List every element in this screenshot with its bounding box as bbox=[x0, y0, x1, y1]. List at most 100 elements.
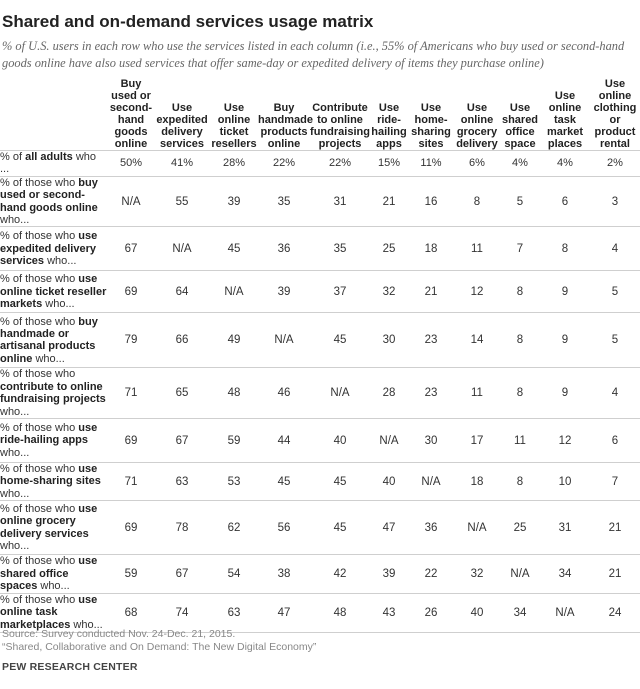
table-cell: 9 bbox=[540, 367, 590, 420]
totals-cell: 6% bbox=[454, 150, 500, 177]
row-label: % of those who use shared office spaces … bbox=[0, 554, 108, 594]
row-label-post: who... bbox=[42, 298, 75, 311]
totals-label-pre: % of bbox=[0, 151, 26, 163]
table-cell: 22 bbox=[408, 554, 454, 594]
row-label-pre: % of those who bbox=[0, 273, 79, 286]
row-label-bold: use home-sharing sites bbox=[0, 463, 101, 488]
table-cell: 18 bbox=[408, 226, 454, 272]
table-cell: 62 bbox=[210, 500, 258, 556]
table-cell: 45 bbox=[310, 462, 370, 502]
table-cell: N/A bbox=[258, 312, 310, 369]
table-cell: 9 bbox=[540, 270, 590, 314]
table-cell: 45 bbox=[210, 226, 258, 272]
column-header: Contribute to online fundraising project… bbox=[310, 102, 370, 150]
row-label-bold: contribute to online fundraising project… bbox=[0, 380, 106, 406]
totals-cell: 50% bbox=[108, 150, 154, 177]
table-cell: 46 bbox=[258, 367, 310, 420]
table-cell: 35 bbox=[258, 176, 310, 228]
table-row: % of those who use shared office spaces … bbox=[0, 554, 640, 594]
table-cell: N/A bbox=[108, 176, 154, 228]
totals-cell: 2% bbox=[590, 150, 640, 177]
totals-cell: 41% bbox=[154, 150, 210, 177]
totals-label-bold: all adults bbox=[25, 151, 73, 163]
table-cell: 11 bbox=[454, 226, 500, 272]
totals-label-post: who ... bbox=[0, 151, 97, 176]
table-cell: 26 bbox=[408, 593, 454, 633]
table-cell: 39 bbox=[258, 270, 310, 314]
row-label-pre: % of those who bbox=[0, 421, 79, 434]
table-cell: 64 bbox=[154, 270, 210, 314]
column-header: Buy handmade products online bbox=[258, 102, 314, 150]
table-cell: 53 bbox=[210, 462, 258, 502]
row-label: % of those who use home-sharing sites wh… bbox=[0, 462, 108, 502]
table-row: % of those who contribute to online fund… bbox=[0, 367, 640, 420]
report-title-line: “Shared, Collaborative and On Demand: Th… bbox=[2, 641, 317, 653]
usage-matrix-table: Buy used or second-hand goods online Use… bbox=[0, 78, 640, 633]
table-cell: 40 bbox=[370, 462, 408, 502]
table-cell: 30 bbox=[370, 312, 408, 369]
table-cell: 47 bbox=[370, 500, 408, 556]
table-cell: N/A bbox=[500, 554, 540, 594]
table-cell: N/A bbox=[370, 418, 408, 464]
table-cell: 71 bbox=[108, 367, 154, 420]
chart-title: Shared and on-demand services usage matr… bbox=[2, 12, 374, 31]
table-cell: 31 bbox=[310, 176, 370, 228]
row-label: % of those who use expedited delivery se… bbox=[0, 226, 108, 272]
totals-cell: 28% bbox=[210, 150, 258, 177]
table-row: % of those who buy used or second-hand g… bbox=[0, 176, 640, 228]
totals-row: % of all adults who ... 50% 41% 28% 22% … bbox=[0, 150, 640, 177]
table-cell: 40 bbox=[454, 593, 500, 633]
table-cell: 74 bbox=[154, 593, 210, 633]
row-label-pre: % of those who bbox=[0, 368, 76, 381]
table-cell: N/A bbox=[408, 462, 454, 502]
table-cell: 21 bbox=[370, 176, 408, 228]
row-label: % of those who use online grocery delive… bbox=[0, 500, 108, 556]
row-label-pre: % of those who bbox=[0, 593, 79, 606]
table-cell: 54 bbox=[210, 554, 258, 594]
row-label-bold: use online task marketplaces bbox=[0, 593, 98, 631]
table-cell: 4 bbox=[590, 367, 640, 420]
row-label-post: who... bbox=[0, 540, 30, 553]
row-label-pre: % of those who bbox=[0, 502, 79, 515]
column-header: Use online ticket resellers bbox=[211, 102, 257, 150]
table-cell: 71 bbox=[108, 462, 154, 502]
column-header: Use ride-hailing apps bbox=[371, 102, 407, 150]
row-label-bold: buy handmade or artisanal products onlin… bbox=[0, 315, 98, 365]
table-cell: 8 bbox=[500, 312, 540, 369]
table-cell: 48 bbox=[210, 367, 258, 420]
totals-row-label: % of all adults who ... bbox=[0, 150, 108, 177]
table-cell: 68 bbox=[108, 593, 154, 633]
table-cell: 63 bbox=[210, 593, 258, 633]
table-cell: N/A bbox=[540, 593, 590, 633]
table-cell: 39 bbox=[210, 176, 258, 228]
table-cell: 49 bbox=[210, 312, 258, 369]
table-cell: 5 bbox=[590, 270, 640, 314]
table-cell: 5 bbox=[500, 176, 540, 228]
table-cell: 31 bbox=[540, 500, 590, 556]
totals-cell: 4% bbox=[500, 150, 540, 177]
table-row: % of those who use online grocery delive… bbox=[0, 500, 640, 556]
table-cell: 45 bbox=[310, 500, 370, 556]
corner-cell bbox=[0, 78, 108, 151]
totals-cell: 11% bbox=[408, 150, 454, 177]
row-label: % of those who buy used or second-hand g… bbox=[0, 176, 108, 228]
row-label-pre: % of those who bbox=[0, 230, 79, 243]
table-cell: 59 bbox=[210, 418, 258, 464]
table-cell: 67 bbox=[154, 554, 210, 594]
table-cell: 5 bbox=[590, 312, 640, 369]
column-header: Use home-sharing sites bbox=[411, 102, 451, 150]
row-label-post: who... bbox=[0, 487, 30, 500]
table-cell: 45 bbox=[310, 312, 370, 369]
row-label-pre: % of those who bbox=[0, 176, 79, 189]
table-cell: 8 bbox=[500, 462, 540, 502]
table-cell: 78 bbox=[154, 500, 210, 556]
table-cell: 56 bbox=[258, 500, 310, 556]
row-label-post: who... bbox=[37, 580, 70, 593]
table-cell: 30 bbox=[408, 418, 454, 464]
table-cell: 17 bbox=[454, 418, 500, 464]
table-cell: 63 bbox=[154, 462, 210, 502]
totals-cell: 22% bbox=[310, 150, 370, 177]
table-cell: 21 bbox=[590, 554, 640, 594]
row-label-bold: use expedited delivery services bbox=[0, 230, 98, 268]
table-row: % of those who use online task marketpla… bbox=[0, 593, 640, 633]
